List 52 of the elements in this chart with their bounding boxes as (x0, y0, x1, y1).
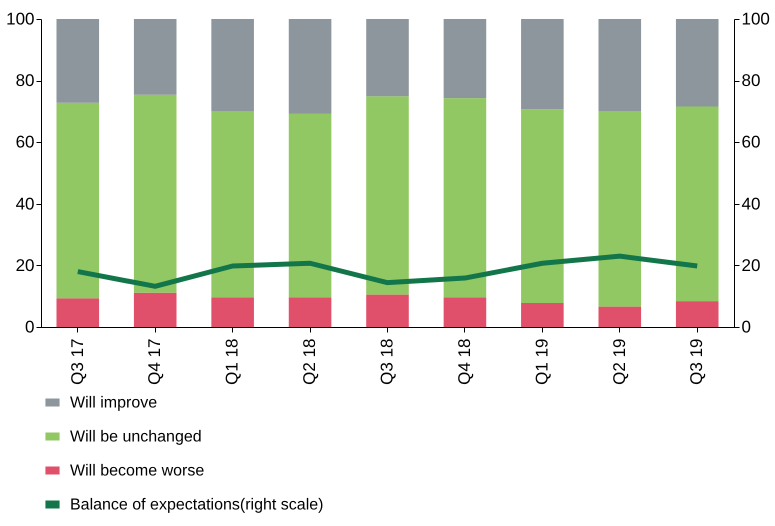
y2-tick-label: 60 (742, 132, 760, 152)
x-tick-label: Q4 18 (454, 338, 474, 385)
x-tick-label: Q2 18 (300, 338, 320, 385)
y2-tick-label: 100 (742, 10, 770, 28)
x-tick-label: Q4 17 (145, 338, 164, 385)
x-tick-label: Q3 17 (68, 338, 87, 385)
bar (134, 94, 177, 293)
bar (521, 109, 564, 303)
bar (598, 111, 642, 307)
bar (366, 96, 409, 295)
y2-tick-label: 80 (742, 71, 760, 90)
x-tick-label: Q1 18 (222, 338, 242, 385)
bar (211, 111, 254, 298)
bar (444, 297, 486, 327)
legend-label: Will become worse (70, 462, 204, 480)
bar (288, 114, 332, 298)
bar (676, 301, 719, 327)
bar (211, 297, 254, 327)
y2-tick-label: 0 (742, 318, 751, 336)
legend-label: Will be unchanged (70, 428, 202, 446)
y-tick-label: 0 (25, 318, 34, 336)
bar (56, 102, 100, 298)
bar (521, 302, 564, 327)
bar (56, 298, 100, 327)
bar (366, 294, 409, 327)
x-tick-label: Q2 19 (610, 338, 629, 385)
bar (56, 19, 100, 103)
y-tick-label: 60 (16, 132, 34, 152)
x-tick-label: Q3 19 (687, 338, 706, 385)
y-tick-label: 100 (6, 10, 34, 28)
y-tick-label: 20 (16, 256, 34, 275)
bar (444, 98, 486, 298)
y2-tick-label: 40 (742, 194, 760, 214)
bar (444, 19, 486, 98)
bar (211, 19, 254, 112)
bar (598, 306, 642, 327)
bar (676, 19, 719, 106)
x-tick-label: Q1 19 (532, 338, 552, 385)
y-tick-label: 40 (16, 194, 34, 214)
bar (288, 19, 332, 114)
y2-tick-label: 20 (742, 256, 760, 275)
y-tick-label: 80 (16, 71, 34, 90)
legend-label: Will improve (70, 394, 158, 412)
bar (134, 19, 177, 95)
bar (366, 19, 409, 96)
bar (288, 297, 332, 327)
bar (598, 19, 642, 112)
legend-label: Balance of expectations(right scale) (70, 496, 324, 514)
bar (676, 106, 719, 302)
bar (521, 19, 564, 110)
x-tick-label: Q3 18 (378, 338, 396, 385)
bar (134, 292, 177, 327)
